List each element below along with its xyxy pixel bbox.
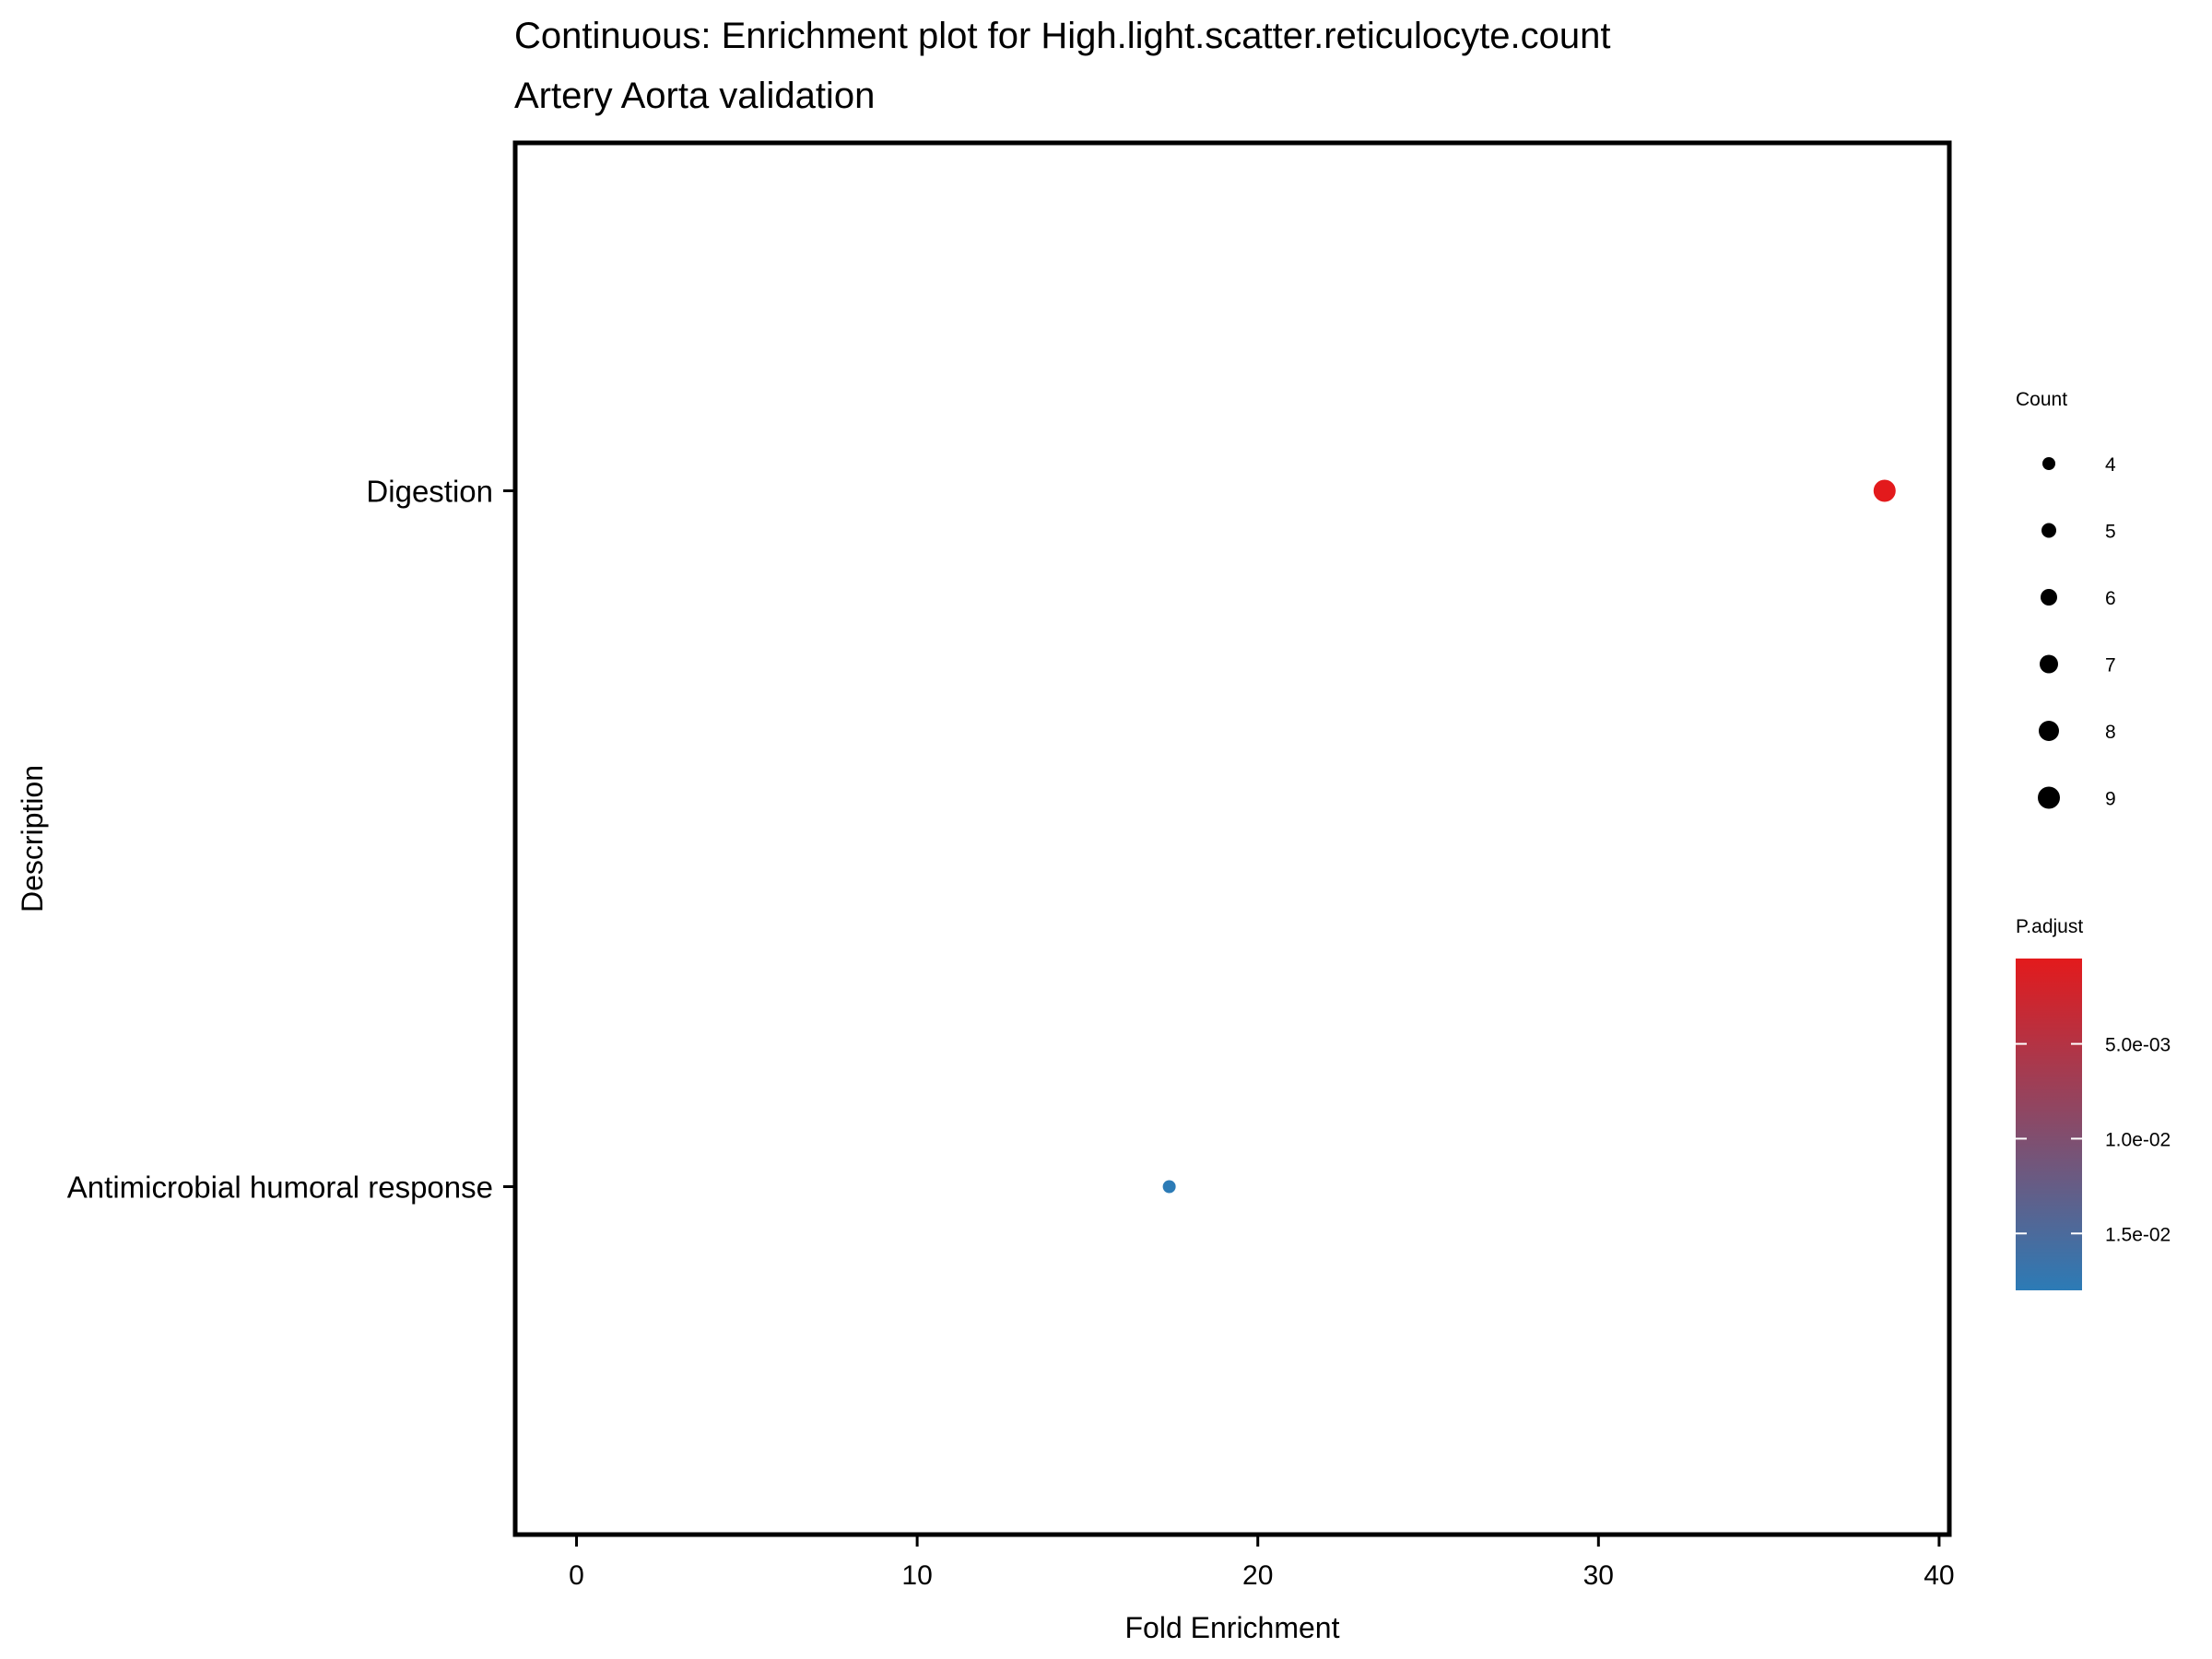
data-points	[1162, 479, 1896, 1194]
x-tick-label: 10	[901, 1560, 932, 1591]
size-legend-label: 9	[2105, 789, 2116, 810]
x-tick-label: 30	[1583, 1560, 1614, 1591]
chart-title: Continuous: Enrichment plot for High.lig…	[514, 16, 1611, 56]
color-legend-ticks: 5.0e-03 1.0e-02 1.5e-02	[2016, 1035, 2171, 1245]
y-tick-label: Digestion	[366, 475, 493, 509]
color-legend: P.adjust 5.0e-03 1.0e-02 1.5e-02	[2016, 916, 2171, 1290]
color-tick-label: 1.5e-02	[2105, 1224, 2171, 1245]
x-tick-label: 0	[569, 1560, 584, 1591]
color-tick-label: 5.0e-03	[2105, 1035, 2171, 1056]
y-tick-label: Antimicrobial humoral response	[67, 1171, 493, 1205]
size-legend-label: 5	[2105, 522, 2116, 543]
color-tick-label: 1.0e-02	[2105, 1129, 2171, 1150]
color-bar	[2016, 959, 2082, 1290]
data-point	[1162, 1180, 1176, 1194]
size-legend-dot	[2041, 523, 2056, 538]
x-axis: 0 10 20 30 40	[569, 1535, 1955, 1591]
size-legend-label: 8	[2105, 722, 2116, 743]
size-legend-dot	[2042, 457, 2055, 470]
x-tick-label: 20	[1242, 1560, 1273, 1591]
x-axis-label: Fold Enrichment	[1125, 1611, 1340, 1644]
y-axis: Antimicrobial humoral response Digestion	[67, 475, 515, 1205]
size-legend-label: 4	[2105, 454, 2116, 476]
data-point	[1873, 479, 1896, 502]
chart-subtitle: Artery Aorta validation	[514, 76, 875, 116]
x-tick-label: 40	[1924, 1560, 1954, 1591]
color-legend-title: P.adjust	[2016, 916, 2083, 937]
size-legend-title: Count	[2016, 389, 2067, 410]
size-legend-dot	[2040, 654, 2058, 674]
size-legend-label: 7	[2105, 655, 2116, 677]
size-legend-dot	[2038, 786, 2060, 809]
y-axis-label: Description	[16, 765, 49, 912]
size-legend-label: 6	[2105, 588, 2116, 609]
size-legend: Count 4 5 6 7 8 9	[2016, 389, 2116, 810]
size-legend-dot	[2041, 589, 2057, 606]
size-legend-items: 4 5 6 7 8 9	[2038, 454, 2116, 810]
plot-panel	[512, 140, 1952, 1537]
size-legend-dot	[2039, 721, 2059, 741]
